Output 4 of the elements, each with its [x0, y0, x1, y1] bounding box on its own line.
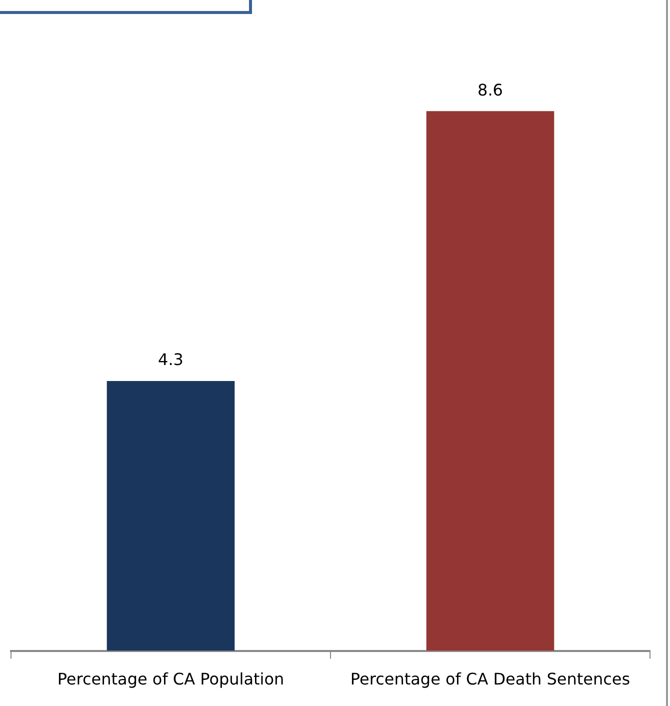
data-label: 8.6	[478, 80, 503, 100]
x-tick-label: Percentage of CA Population	[57, 670, 284, 689]
data-label: 4.3	[158, 350, 184, 370]
x-tick-label: Percentage of CA Death Sentences	[350, 670, 630, 689]
